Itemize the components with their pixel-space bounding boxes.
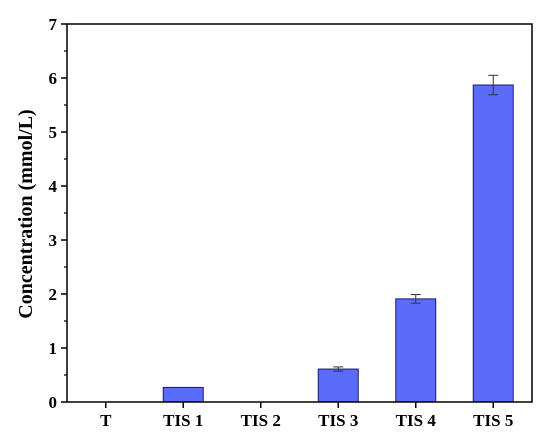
bar-tis-4: [395, 298, 437, 403]
x-tick-label: TIS 5: [473, 411, 513, 430]
y-tick-label: 0: [49, 393, 58, 412]
y-tick-label: 3: [49, 231, 58, 250]
y-tick-label: 7: [49, 15, 58, 34]
y-tick-label: 1: [49, 339, 58, 358]
axes-layer: [66, 23, 533, 403]
error-bar-tis-5: [488, 74, 499, 96]
error-bar-tis-3: [333, 366, 344, 372]
bar-tis-3: [317, 368, 359, 403]
y-ticks-layer: 0 1 2 3 4 5 6 7: [49, 15, 67, 412]
x-tick-label: TIS 3: [318, 411, 358, 430]
bar-tis-5: [472, 84, 514, 403]
bars-layer: [162, 84, 514, 403]
error-bars-layer: [333, 74, 499, 372]
x-ticks-layer: T TIS 1 TIS 2 TIS 3 TIS 4 TIS 5: [100, 402, 513, 430]
x-tick-label: TIS 1: [163, 411, 203, 430]
error-bar-tis-4: [410, 294, 421, 304]
y-tick-label: 2: [49, 285, 58, 304]
y-tick-label: 6: [49, 69, 58, 88]
plot-frame: [66, 23, 533, 403]
x-tick-label: TIS 2: [241, 411, 281, 430]
y-tick-label: 4: [49, 177, 58, 196]
y-axis-title: Concentration (mmol/L): [15, 109, 37, 318]
y-tick-label: 5: [49, 123, 58, 142]
x-tick-label: T: [100, 411, 112, 430]
bar-tis-1: [162, 386, 204, 403]
x-tick-label: TIS 4: [396, 411, 437, 430]
